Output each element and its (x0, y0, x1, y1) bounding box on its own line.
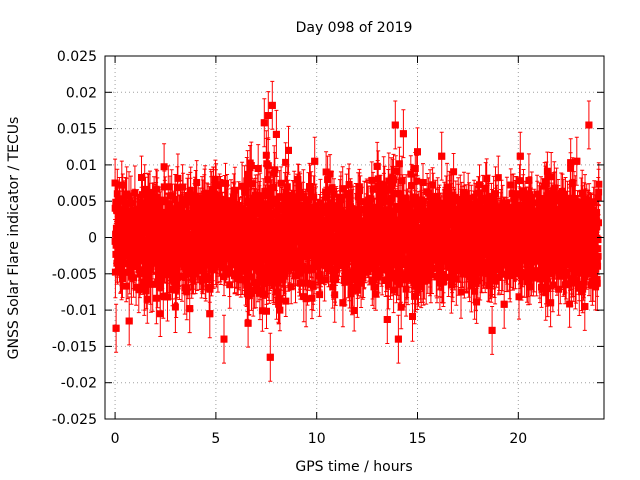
x-tick-label: 10 (308, 431, 326, 447)
data-point (516, 152, 524, 160)
axes: -0.025 -0.02 -0.015 -0.01 -0.005 0 0.005 0.01 0.… (52, 49, 604, 447)
data-point (488, 326, 496, 334)
x-tick-label: 0 (111, 431, 120, 447)
data-point (581, 303, 589, 310)
data-point (500, 300, 508, 308)
y-tick-label: -0.015 (52, 339, 97, 355)
y-tick-label: -0.005 (52, 267, 97, 283)
y-tick-label: -0.02 (61, 376, 97, 392)
data-point (547, 299, 555, 307)
data-point (125, 317, 133, 325)
data-point (260, 119, 268, 127)
data-point (383, 316, 391, 323)
data-point (438, 152, 446, 160)
data-point (285, 146, 292, 154)
data-point (164, 293, 171, 301)
data-point (399, 130, 407, 138)
data-point (272, 130, 280, 138)
y-tick-label: 0 (88, 231, 97, 247)
x-tick-label: 5 (211, 431, 220, 447)
data-point (391, 121, 399, 129)
data-points (111, 80, 603, 382)
data-point (111, 179, 119, 187)
data-point (254, 165, 262, 172)
data-point (373, 162, 381, 170)
data-point (112, 324, 120, 332)
data-point (220, 335, 228, 343)
y-tick-label: 0.02 (66, 85, 97, 101)
chart-title: Day 098 of 2019 (296, 20, 413, 36)
grid (105, 56, 604, 419)
data-point (266, 353, 274, 361)
data-point (573, 157, 581, 165)
y-tick-label: 0.005 (57, 194, 97, 210)
x-tick-label: 15 (409, 431, 427, 447)
data-point (394, 335, 402, 343)
y-tick-label: 0.01 (66, 158, 97, 174)
data-point (186, 305, 194, 313)
data-point (414, 148, 421, 156)
y-axis-title: GNSS Solar Flare indicator / TECUs (6, 117, 22, 360)
data-point-markers (111, 101, 603, 361)
y-tick-label: 0.015 (57, 122, 97, 138)
data-point (244, 319, 252, 327)
x-tick-label: 20 (509, 431, 527, 447)
data-point (268, 101, 276, 109)
y-tick-label: -0.025 (52, 412, 97, 428)
y-tick-label: -0.01 (61, 303, 97, 319)
data-point (567, 159, 575, 167)
data-point (585, 121, 593, 129)
data-point (264, 112, 272, 119)
x-axis-title: GPS time / hours (295, 459, 412, 475)
data-point (206, 310, 214, 318)
y-tick-label: 0.025 (57, 49, 97, 65)
data-point (143, 295, 151, 303)
data-point (339, 299, 347, 307)
data-point (311, 157, 319, 165)
